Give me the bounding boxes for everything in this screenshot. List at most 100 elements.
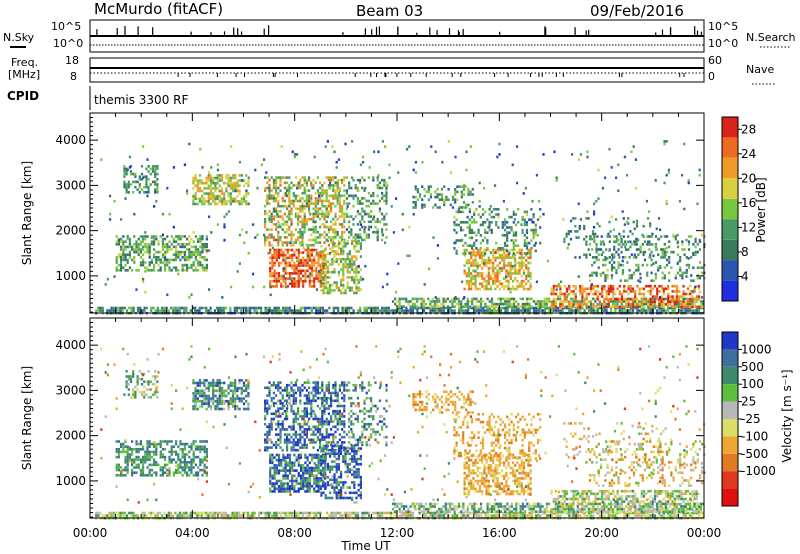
data-cell	[288, 282, 292, 286]
data-cell	[275, 253, 278, 257]
data-cell	[348, 276, 351, 279]
data-cell	[484, 309, 487, 312]
data-cell	[534, 302, 538, 306]
data-cell	[133, 248, 136, 251]
data-cell	[667, 300, 670, 304]
data-cell	[367, 176, 370, 179]
data-cell	[639, 245, 642, 249]
data-cell	[462, 244, 465, 247]
data-cell	[579, 287, 582, 291]
data-cell	[483, 253, 486, 257]
data-cell	[517, 244, 520, 247]
data-cell	[509, 290, 512, 294]
data-cell	[283, 236, 286, 239]
data-cell	[277, 306, 280, 310]
data-cell	[142, 248, 145, 251]
data-cell	[651, 303, 654, 306]
data-cell	[440, 188, 444, 191]
data-cell	[304, 259, 307, 262]
data-cell	[416, 300, 419, 303]
data-cell	[470, 282, 473, 286]
data-cell	[145, 514, 148, 517]
colorbar-frame	[721, 116, 739, 302]
data-cell	[484, 210, 487, 214]
data-cell	[308, 282, 311, 286]
data-cell	[511, 248, 515, 252]
freq-unit-label: [MHz]	[8, 68, 40, 81]
data-cell	[476, 253, 479, 257]
data-cell	[498, 248, 501, 252]
data-cell	[123, 165, 126, 168]
data-cell	[316, 176, 319, 179]
data-cell	[649, 222, 652, 225]
data-cell	[273, 272, 276, 275]
data-cell	[440, 193, 444, 196]
data-cell	[312, 178, 315, 182]
data-cell	[161, 256, 164, 259]
data-cell	[297, 230, 300, 234]
data-cell	[310, 199, 313, 203]
data-cell	[481, 221, 485, 224]
data-cell	[583, 253, 586, 257]
data-cell	[196, 309, 199, 312]
data-cell	[608, 240, 611, 243]
data-cell	[378, 309, 382, 312]
data-cell	[301, 511, 305, 515]
data-cell	[338, 197, 341, 200]
data-cell	[646, 243, 649, 246]
data-cell	[413, 305, 417, 308]
data-cell	[479, 223, 482, 227]
data-cell	[527, 279, 530, 283]
data-cell	[359, 309, 362, 312]
data-cell	[620, 250, 623, 254]
data-cell	[363, 197, 366, 200]
data-cell	[585, 235, 588, 238]
data-cell	[695, 309, 698, 312]
data-cell	[466, 302, 469, 306]
data-cell	[170, 269, 173, 272]
data-cell	[355, 276, 358, 279]
data-cell	[291, 279, 294, 283]
data-cell	[242, 200, 246, 203]
data-cell	[467, 190, 470, 194]
data-cell	[284, 264, 287, 267]
data-cell	[590, 290, 593, 293]
freq-tick-bottom: 8	[70, 70, 77, 83]
data-cell	[469, 190, 472, 194]
data-cell	[444, 306, 448, 310]
data-cell	[456, 185, 459, 188]
data-cell	[272, 178, 275, 182]
data-cell	[485, 274, 488, 278]
data-cell	[207, 174, 210, 177]
data-cell	[337, 239, 340, 243]
data-cell	[352, 178, 355, 182]
data-cell	[229, 179, 232, 182]
data-cell	[507, 264, 510, 267]
data-cell	[319, 217, 322, 221]
data-cell	[139, 248, 142, 251]
data-cell	[385, 199, 388, 203]
data-cell	[178, 306, 181, 310]
data-cell	[414, 195, 417, 199]
data-cell	[316, 202, 319, 205]
data-cell	[334, 181, 337, 185]
data-cell	[290, 207, 293, 211]
data-cell	[653, 305, 656, 308]
data-cell	[663, 243, 666, 246]
data-cell	[229, 200, 232, 203]
data-cell	[534, 241, 537, 245]
data-cell	[175, 256, 178, 259]
data-cell	[570, 297, 573, 301]
data-cell	[579, 290, 582, 293]
data-cell	[591, 274, 594, 277]
data-cell	[460, 309, 463, 312]
data-cell	[327, 210, 330, 213]
data-cell	[288, 212, 291, 216]
data-cell	[251, 514, 254, 517]
data-cell	[605, 309, 608, 312]
data-cell	[438, 206, 441, 209]
data-cell	[615, 218, 618, 221]
data-cell	[376, 228, 379, 231]
data-cell	[507, 261, 510, 265]
data-cell	[299, 220, 302, 224]
